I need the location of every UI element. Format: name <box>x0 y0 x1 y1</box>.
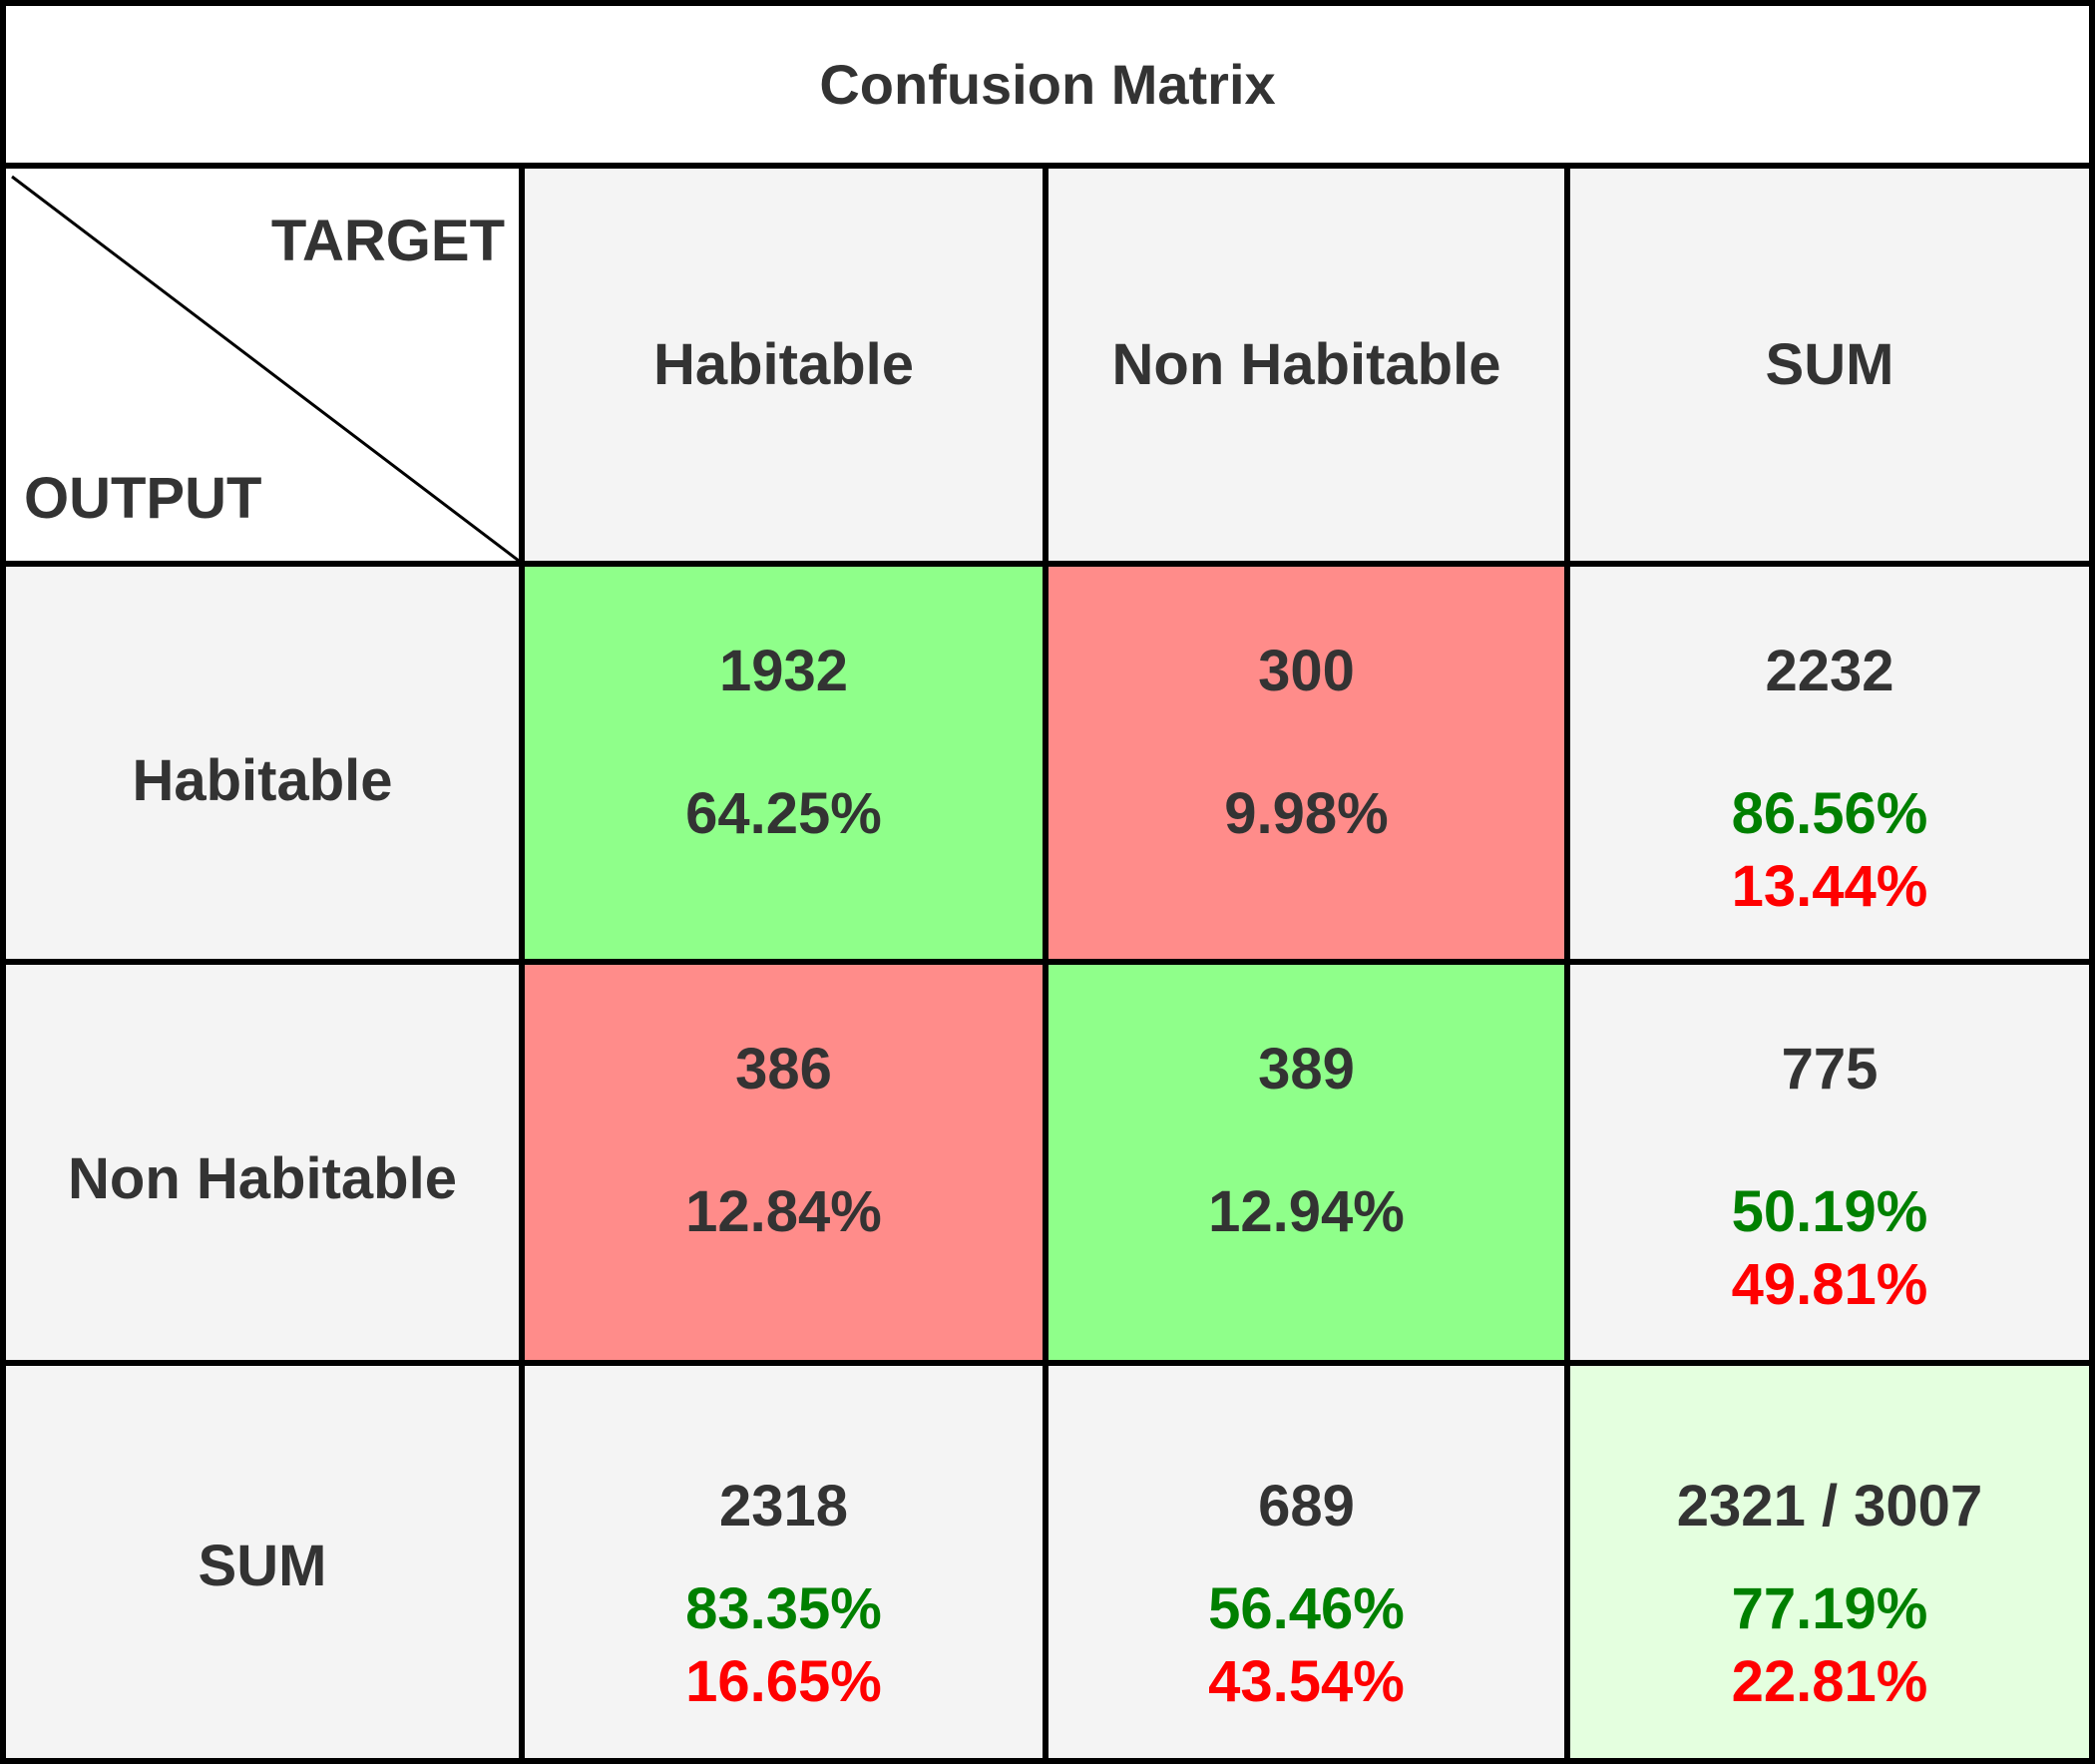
matrix-cell: 300 9.98% <box>1048 567 1564 959</box>
row-header-cell: SUM <box>6 1366 519 1758</box>
row-header-cell: Habitable <box>6 567 519 959</box>
count: 2318 <box>718 1474 849 1539</box>
error-rate: 49.81% <box>1731 1252 1928 1317</box>
column-header-cell: Habitable <box>525 169 1043 561</box>
count: 775 <box>1781 1037 1879 1102</box>
target-label: TARGET <box>270 209 505 273</box>
row-header-cell: Non Habitable <box>6 965 519 1360</box>
diagonal <box>11 175 519 561</box>
percent: 12.94% <box>1208 1179 1405 1244</box>
column-header: Habitable <box>652 332 915 397</box>
output-label: OUTPUT <box>24 466 262 531</box>
matrix-cell: 1932 64.25% <box>525 567 1043 959</box>
error-rate: 16.65% <box>685 1649 882 1714</box>
count: 300 <box>1258 639 1355 703</box>
error-rate: 43.54% <box>1208 1649 1405 1714</box>
error-rate: 13.44% <box>1731 854 1928 919</box>
correct-rate: 77.19% <box>1731 1576 1928 1641</box>
title-cell: Confusion Matrix <box>6 6 2089 163</box>
title: Confusion Matrix <box>819 53 1276 116</box>
column-header-cell: Non Habitable <box>1048 169 1564 561</box>
count: 2321 / 3007 <box>1676 1474 1983 1539</box>
correct-rate: 50.19% <box>1731 1179 1928 1244</box>
matrix-cell: 389 12.94% <box>1048 965 1564 1360</box>
corner-cell: TARGET OUTPUT <box>6 169 519 561</box>
error-rate: 22.81% <box>1731 1649 1928 1714</box>
correct-rate: 86.56% <box>1731 781 1928 846</box>
count: 2232 <box>1765 639 1894 703</box>
matrix-cell: 775 50.19% 49.81% <box>1570 965 2089 1360</box>
matrix-cell: 2321 / 3007 77.19% 22.81% <box>1570 1366 2089 1758</box>
row-header: Habitable <box>132 748 393 813</box>
count: 389 <box>1258 1037 1355 1102</box>
count: 689 <box>1258 1474 1355 1539</box>
correct-rate: 56.46% <box>1208 1576 1405 1641</box>
column-header-cell: SUM <box>1570 169 2089 561</box>
percent: 64.25% <box>685 781 882 846</box>
matrix-cell: 2318 83.35% 16.65% <box>525 1366 1043 1758</box>
column-header: Non Habitable <box>1111 332 1501 397</box>
column-header: SUM <box>1765 332 1894 397</box>
percent: 12.84% <box>685 1179 882 1244</box>
percent: 9.98% <box>1224 781 1389 846</box>
matrix-cell: 2232 86.56% 13.44% <box>1570 567 2089 959</box>
matrix-cell: 689 56.46% 43.54% <box>1048 1366 1564 1758</box>
row-header: Non Habitable <box>68 1146 457 1211</box>
count: 1932 <box>718 639 849 703</box>
count: 386 <box>735 1037 832 1102</box>
correct-rate: 83.35% <box>685 1576 882 1641</box>
matrix-cell: 386 12.84% <box>525 965 1043 1360</box>
row-header: SUM <box>198 1534 327 1598</box>
